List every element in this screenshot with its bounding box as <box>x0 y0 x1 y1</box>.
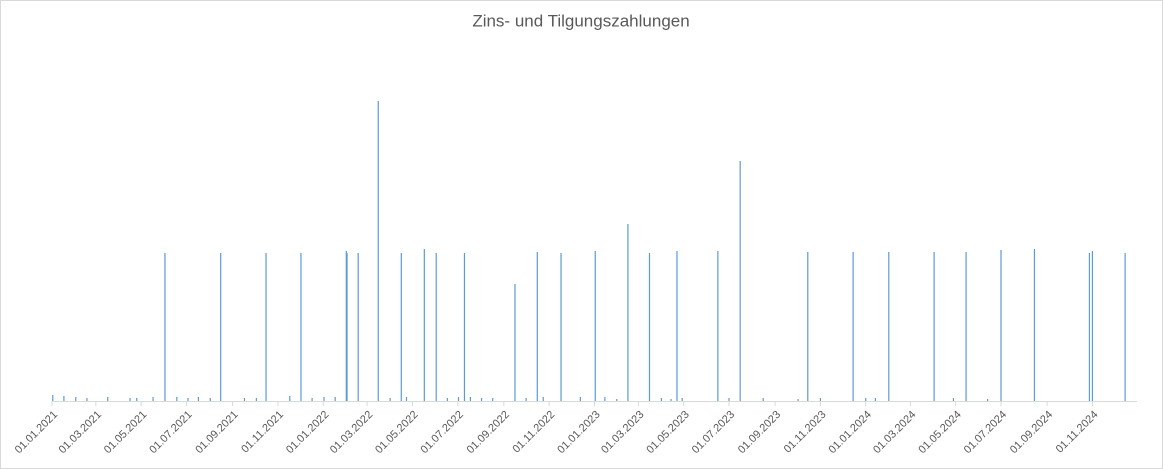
chart-title: Zins- und Tilgungszahlungen <box>472 11 689 30</box>
